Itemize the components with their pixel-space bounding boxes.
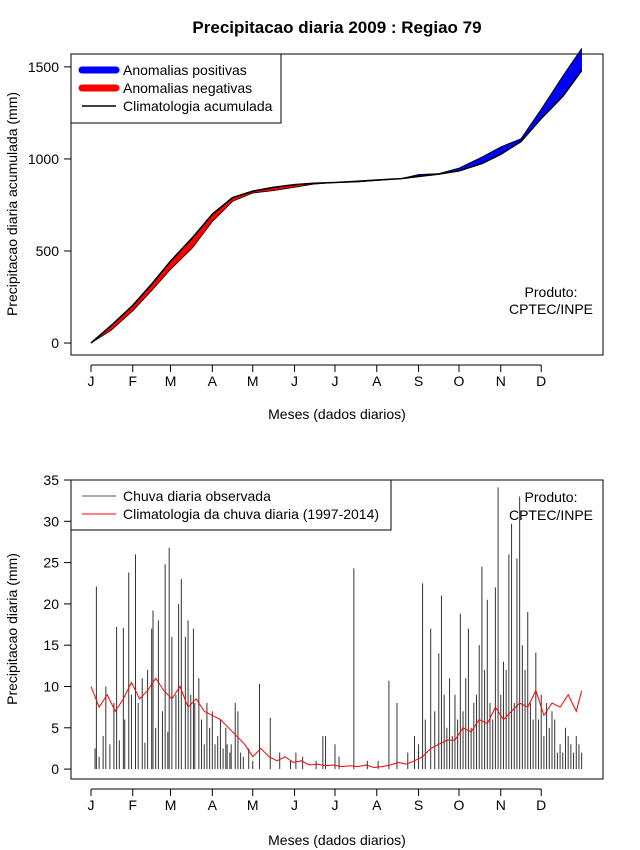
- bottom-y-axis: 0 5 10 15 20 25 30 35: [43, 472, 71, 777]
- top-xtick-label: M: [165, 373, 177, 389]
- bottom-ytick-label: 35: [43, 472, 59, 488]
- top-series-lines: [90, 48, 583, 344]
- bottom-xtick-label: M: [247, 797, 259, 813]
- top-xtick-label: O: [454, 373, 465, 389]
- top-xtick-label: D: [536, 373, 546, 389]
- bottom-xtick-label: J: [88, 797, 95, 813]
- legend-label-positive: Anomalias positivas: [123, 62, 247, 78]
- top-plot-frame: [70, 53, 604, 356]
- legend-label-climatology: Climatologia acumulada: [123, 98, 273, 114]
- bottom-xtick-label: O: [454, 797, 465, 813]
- bottom-ytick-label: 10: [43, 678, 59, 694]
- top-xtick-label: A: [208, 373, 218, 389]
- bottom-ytick-label: 15: [43, 637, 59, 653]
- top-legend: Anomalias positivas Anomalias negativas …: [70, 53, 282, 124]
- top-ytick-label: 500: [36, 243, 60, 259]
- top-product-source: CPTEC/INPE: [509, 301, 593, 317]
- top-y-axis-label: Precipitacao diaria acumulada (mm): [4, 92, 20, 316]
- bottom-xtick-label: D: [536, 797, 546, 813]
- top-product-label: Produto:: [525, 284, 578, 300]
- bottom-xtick-label: A: [372, 797, 382, 813]
- top-panel: 0 500 1000 1500 J F M A M J J A S O N D Meses (dados d…: [4, 47, 604, 422]
- top-ytick-label: 0: [51, 335, 59, 351]
- top-xtick-label: J: [331, 373, 338, 389]
- top-ytick-label: 1000: [28, 151, 59, 167]
- top-xtick-label: A: [372, 373, 382, 389]
- top-xtick-label: J: [291, 373, 298, 389]
- bottom-ytick-label: 0: [51, 761, 59, 777]
- top-x-axis-label: Meses (dados diarios): [268, 406, 406, 422]
- bottom-xtick-label: F: [129, 797, 138, 813]
- daily-climatology-line: [90, 677, 583, 768]
- positive-anomaly-segment: [579, 47, 582, 74]
- bottom-climatology-line: [90, 677, 583, 768]
- climatology-cumulative-line: [90, 70, 583, 344]
- bottom-y-axis-label: Precipitacao diaria (mm): [4, 553, 20, 705]
- bottom-product-label: Produto:: [525, 489, 578, 505]
- top-ytick-label: 1500: [28, 59, 59, 75]
- bottom-x-axis-label: Meses (dados diarios): [268, 832, 406, 848]
- bottom-ytick-label: 30: [43, 513, 59, 529]
- bottom-panel: 0 5 10 15 20 25 30 35 J F M A M J J A S O N D Meses (dados…: [4, 472, 604, 848]
- top-y-axis: 0 500 1000 1500: [28, 59, 71, 351]
- chart-title: Precipitacao diaria 2009 : Regiao 79: [192, 18, 481, 37]
- bottom-ytick-label: 5: [51, 720, 59, 736]
- bottom-xtick-label: J: [331, 797, 338, 813]
- legend-label-negative: Anomalias negativas: [123, 80, 252, 96]
- top-xtick-label: F: [129, 373, 138, 389]
- top-xtick-label: N: [496, 373, 506, 389]
- legend-label-climatology-daily: Climatologia da chuva diaria (1997-2014): [123, 506, 379, 522]
- bottom-xtick-label: N: [496, 797, 506, 813]
- bottom-legend: Chuva diaria observada Climatologia da c…: [70, 479, 392, 531]
- top-xtick-label: J: [88, 373, 95, 389]
- bottom-product-source: CPTEC/INPE: [509, 507, 593, 523]
- bottom-ytick-label: 25: [43, 555, 59, 571]
- bottom-xtick-label: M: [165, 797, 177, 813]
- bottom-ytick-label: 20: [43, 596, 59, 612]
- legend-label-observed: Chuva diaria observada: [123, 488, 271, 504]
- bottom-xtick-label: S: [414, 797, 423, 813]
- bottom-xtick-label: J: [291, 797, 298, 813]
- bottom-legend-box: [70, 479, 392, 531]
- top-xtick-label: M: [247, 373, 259, 389]
- bottom-xtick-label: A: [208, 797, 218, 813]
- top-xtick-label: S: [414, 373, 423, 389]
